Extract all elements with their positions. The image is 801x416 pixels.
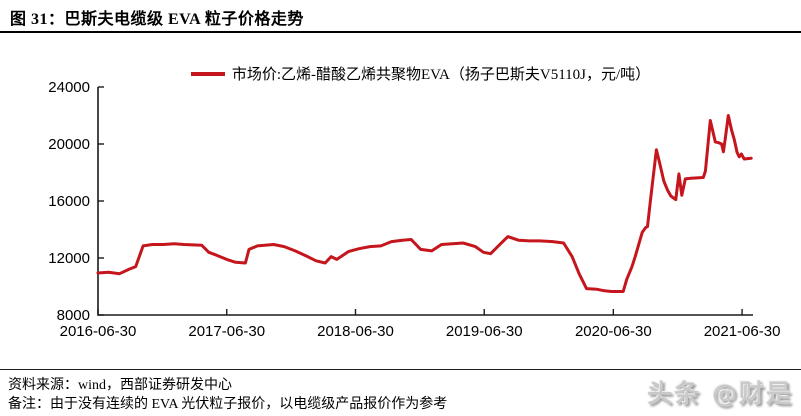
footer-divider — [0, 369, 801, 370]
x-axis-tick-label: 2019-06-30 — [446, 323, 523, 340]
legend-label: 市场价:乙烯-醋酸乙烯共聚物EVA（扬子巴斯夫V5110J，元/吨） — [231, 67, 651, 83]
x-axis-tick-label: 2018-06-30 — [317, 323, 394, 340]
chart-legend: 市场价:乙烯-醋酸乙烯共聚物EVA（扬子巴斯夫V5110J，元/吨） — [40, 63, 801, 84]
legend-line-swatch-icon — [190, 71, 225, 76]
y-axis-tick-label: 16000 — [48, 193, 90, 210]
chart-axes — [97, 87, 753, 316]
source-text: 资料来源：wind，西部证券研发中心 — [8, 378, 232, 393]
title-divider — [0, 31, 801, 33]
price-series-line — [96, 114, 753, 293]
y-axis-tick-label: 8000 — [57, 307, 90, 324]
watermark-text: 头条 @财是 — [647, 379, 793, 408]
price-line-chart: 8000 12000 16000 20000 24000 2016-06-30 2017-0… — [48, 80, 781, 340]
x-axis-tick-label: 2020-06-30 — [575, 323, 652, 340]
note-text: 备注：由于没有连续的 EVA 光伏粒子报价，以电缆级产品报价作为参考 — [8, 397, 448, 412]
y-axis-tick-label: 20000 — [48, 136, 90, 153]
x-axis-tick-label: 2021-06-30 — [704, 323, 781, 340]
y-axis-tick-label: 12000 — [48, 250, 90, 267]
x-axis-tick-label: 2017-06-30 — [188, 323, 265, 340]
x-axis-tick-label: 2016-06-30 — [60, 323, 137, 340]
figure-title: 图 31：巴斯夫电缆级 EVA 粒子价格走势 — [10, 11, 304, 28]
y-axis-tick-label: 24000 — [48, 80, 90, 96]
